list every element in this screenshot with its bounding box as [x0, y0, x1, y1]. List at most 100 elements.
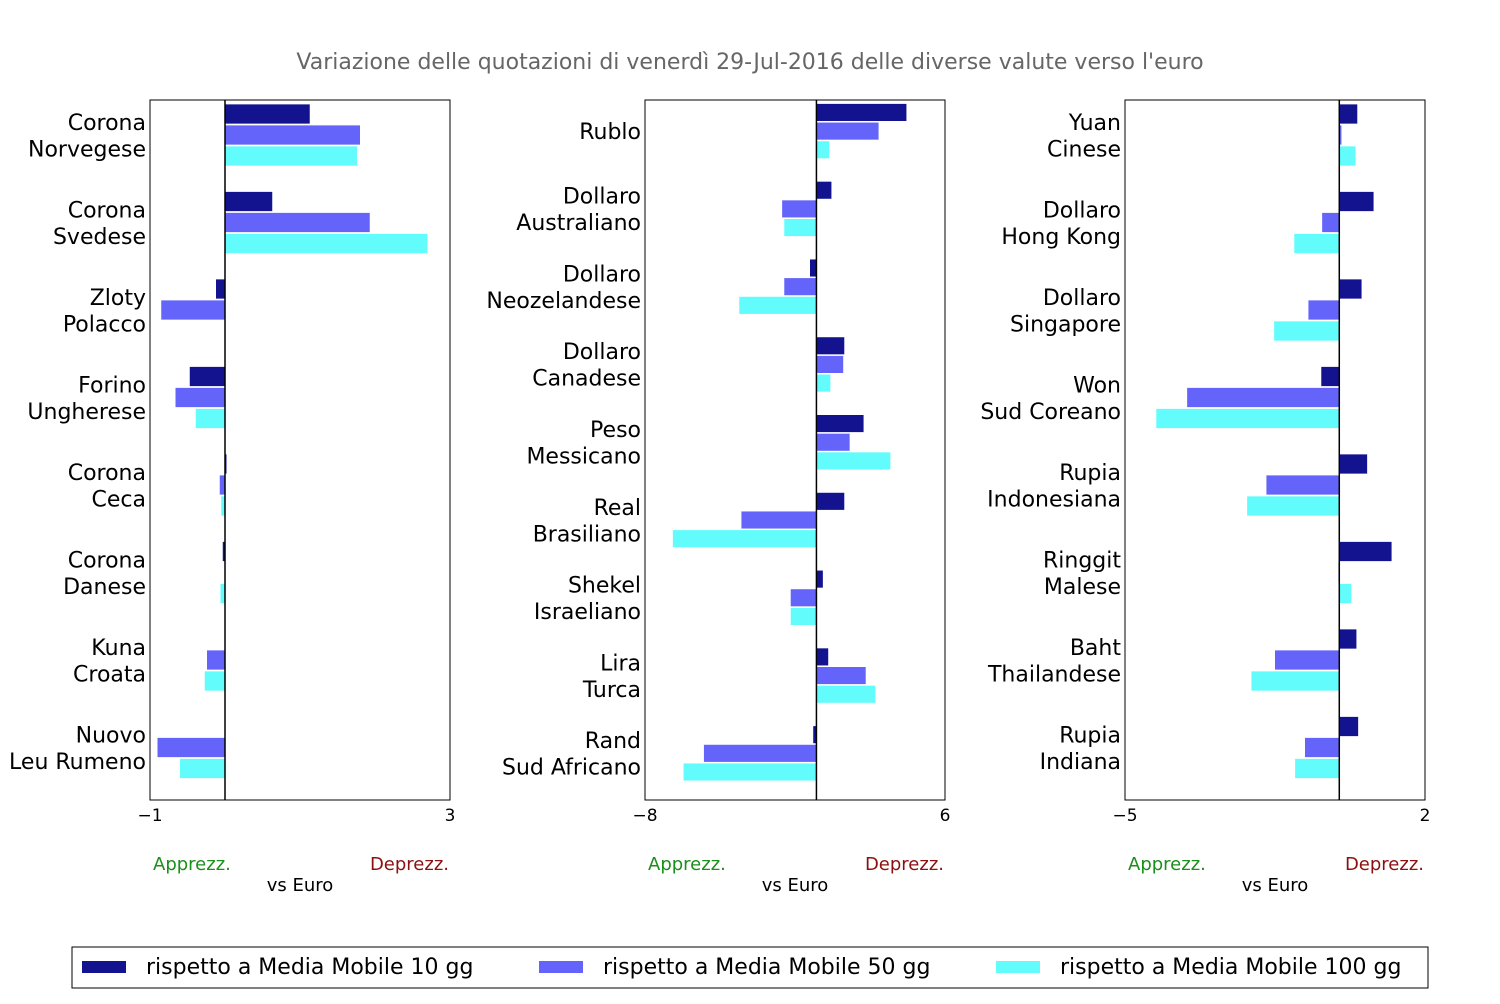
category-label-2-line-2: Svedese — [53, 225, 146, 250]
bar-ma100-2 — [1294, 233, 1340, 254]
legend-frame — [71, 946, 1429, 989]
bar-ma10-8 — [816, 648, 829, 666]
category-label-1-line-1: Yuan — [1068, 111, 1121, 136]
annotation-deprezz: Deprezz. — [865, 854, 944, 875]
category-label-7-line-2: Thailandese — [987, 662, 1121, 687]
category-label-4-line-1: Forino — [78, 373, 146, 398]
bar-ma10-4 — [816, 337, 845, 355]
category-label-4-line-1: Dollaro — [563, 340, 641, 365]
bar-ma100-4 — [195, 408, 225, 429]
bar-ma10-4 — [189, 366, 225, 387]
bar-ma50-2 — [1322, 212, 1340, 233]
category-label-5-line-1: Peso — [590, 418, 641, 443]
category-label-4-line-1: Won — [1073, 373, 1121, 398]
category-label-1-line-2: Cinese — [1047, 137, 1121, 162]
chart-title: Variazione delle quotazioni di venerdì 2… — [296, 50, 1203, 75]
bar-ma100-1 — [225, 146, 357, 166]
category-label-6-line-2: Malese — [1044, 575, 1121, 600]
category-label-4-line-2: Canadese — [532, 367, 641, 392]
bar-ma100-3 — [1274, 321, 1340, 341]
bar-ma10-2 — [816, 181, 832, 199]
plot-frame — [149, 99, 451, 801]
bar-ma50-3 — [784, 278, 817, 296]
bar-ma100-4 — [816, 374, 831, 392]
category-label-6-line-1: Real — [594, 496, 641, 521]
bar-ma50-5 — [219, 475, 225, 495]
category-label-7-line-1: Shekel — [568, 574, 641, 599]
bar-ma100-8 — [180, 758, 225, 779]
bar-ma10-7 — [1339, 629, 1357, 649]
x-tick-label-1: −5 — [1112, 806, 1137, 826]
bar-ma50-3 — [161, 300, 225, 320]
category-label-8-line-2: Indiana — [1040, 750, 1121, 775]
legend-label-ma10: rispetto a Media Mobile 10 gg — [146, 955, 473, 980]
category-label-7-line-2: Israeliano — [534, 600, 641, 625]
bar-ma10-3 — [810, 259, 817, 277]
category-label-3-line-1: Dollaro — [563, 262, 641, 287]
category-label-5-line-1: Corona — [68, 461, 146, 486]
category-label-6-line-2: Brasiliano — [533, 522, 641, 547]
annotation-apprezz: Apprezz. — [648, 854, 726, 875]
category-label-7-line-1: Baht — [1070, 636, 1122, 661]
bar-ma50-4 — [816, 355, 844, 373]
annotation-apprezz: Apprezz. — [1128, 854, 1206, 875]
bar-ma50-1 — [1339, 125, 1342, 145]
bar-ma100-5 — [221, 496, 225, 516]
annotation-deprezz: Deprezz. — [370, 854, 449, 875]
legend-swatch-ma50 — [539, 961, 583, 973]
bar-ma50-2 — [225, 212, 370, 233]
bar-ma100-2 — [225, 233, 428, 254]
bar-ma100-2 — [784, 219, 817, 237]
bar-ma10-4 — [1321, 366, 1340, 387]
bar-ma100-3 — [739, 296, 817, 314]
category-label-5-line-2: Ceca — [92, 487, 146, 512]
x-axis-label: vs Euro — [267, 875, 334, 896]
bar-ma10-9 — [813, 726, 817, 744]
legend-label-ma50: rispetto a Media Mobile 50 gg — [603, 955, 930, 980]
annotation-apprezz: Apprezz. — [153, 854, 231, 875]
category-label-5-line-2: Messicano — [526, 444, 641, 469]
bar-ma100-6 — [1339, 583, 1352, 604]
category-label-5-line-1: Rupia — [1059, 461, 1121, 486]
x-tick-label-1: −8 — [632, 806, 657, 826]
category-label-2-line-2: Hong Kong — [1001, 225, 1121, 250]
bar-ma10-3 — [216, 279, 225, 299]
bar-ma10-5 — [1339, 454, 1368, 474]
category-label-5-line-2: Indonesiana — [987, 487, 1121, 512]
category-label-6-line-1: Ringgit — [1043, 548, 1121, 573]
category-label-2-line-1: Dollaro — [1043, 198, 1121, 223]
category-label-8-line-2: Leu Rumeno — [9, 750, 146, 775]
category-label-8-line-2: Turca — [582, 678, 641, 703]
bar-ma50-9 — [703, 744, 817, 762]
category-label-2-line-2: Australiano — [516, 211, 641, 236]
bar-ma100-4 — [1156, 408, 1340, 429]
bar-ma100-7 — [790, 607, 817, 625]
bar-ma100-1 — [1339, 146, 1356, 166]
category-label-4-line-2: Sud Coreano — [980, 400, 1121, 425]
plot-frame — [1124, 99, 1426, 801]
bar-ma50-7 — [790, 589, 817, 607]
category-label-8-line-1: Lira — [600, 651, 641, 676]
bar-ma100-8 — [1295, 758, 1340, 779]
bar-ma50-4 — [1187, 387, 1340, 408]
x-axis-label: vs Euro — [762, 875, 829, 896]
category-label-3-line-2: Polacco — [63, 312, 146, 337]
bar-ma50-6 — [741, 511, 817, 529]
category-label-9-line-1: Rand — [585, 729, 641, 754]
bar-ma10-6 — [816, 492, 845, 510]
bar-ma10-1 — [1339, 104, 1358, 124]
bar-ma100-5 — [1247, 496, 1340, 516]
bar-ma10-8 — [1339, 716, 1359, 737]
category-label-3-line-1: Dollaro — [1043, 286, 1121, 311]
legend-swatch-ma10 — [82, 961, 126, 973]
bar-ma100-9 — [683, 763, 817, 781]
bar-ma50-5 — [1266, 475, 1340, 495]
legend: rispetto a Media Mobile 10 gg rispetto a… — [71, 946, 1429, 989]
panel-2: RubloDollaroAustralianoDollaroNeozelande… — [486, 99, 950, 896]
bar-ma50-5 — [816, 433, 850, 451]
bar-ma50-1 — [225, 125, 360, 145]
bar-ma10-7 — [816, 570, 823, 588]
bar-ma50-8 — [157, 737, 225, 758]
